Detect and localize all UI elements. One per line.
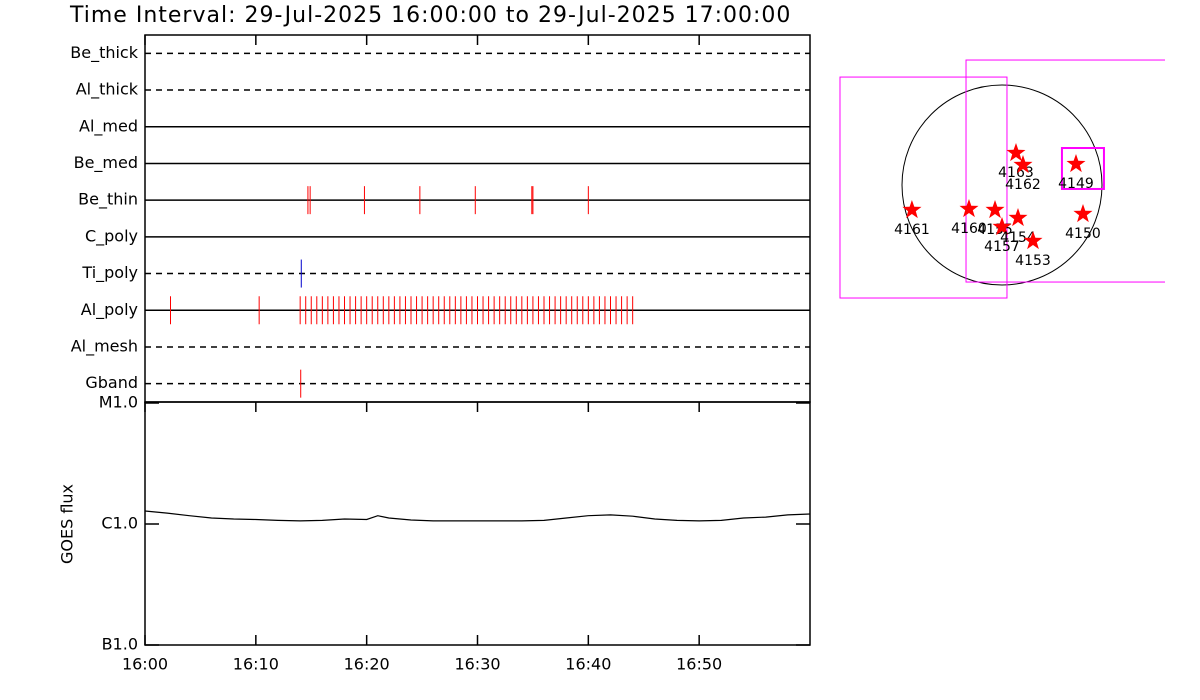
row-label: Be_thick bbox=[70, 43, 138, 63]
fov-box bbox=[839, 76, 1008, 299]
y-tick-label: M1.0 bbox=[99, 393, 138, 412]
row-label: Al_med bbox=[79, 116, 138, 136]
row-label: Ti_poly bbox=[81, 263, 138, 283]
region-star bbox=[1066, 154, 1086, 173]
row-label: Al_thick bbox=[76, 80, 139, 100]
region-label: 4153 bbox=[1015, 253, 1051, 269]
region-star bbox=[1023, 231, 1043, 250]
region-label: 4162 bbox=[1005, 177, 1041, 193]
region-label: 4149 bbox=[1058, 176, 1094, 192]
x-tick-label: 16:40 bbox=[565, 655, 611, 674]
region-label: 4150 bbox=[1065, 226, 1101, 242]
x-tick-label: 16:30 bbox=[454, 655, 500, 674]
y-tick-label: B1.0 bbox=[102, 635, 138, 654]
x-tick-label: 16:50 bbox=[676, 655, 722, 674]
fov-box bbox=[1060, 147, 1105, 190]
goes-panel bbox=[144, 401, 811, 646]
region-star bbox=[1008, 208, 1028, 227]
region-star bbox=[1006, 143, 1026, 162]
fov-box bbox=[965, 59, 1165, 283]
row-label: Al_poly bbox=[81, 300, 138, 320]
region-label: 4157 bbox=[984, 239, 1020, 255]
chart-title: Time Interval: 29-Jul-2025 16:00:00 to 2… bbox=[69, 3, 791, 28]
x-tick-label: 16:20 bbox=[344, 655, 390, 674]
region-star bbox=[959, 199, 979, 218]
goes-curve bbox=[144, 510, 811, 522]
region-label: 4154 bbox=[1000, 230, 1036, 246]
row-label: Be_med bbox=[74, 153, 138, 173]
region-label: 4160 bbox=[951, 221, 987, 237]
region-label: 4161 bbox=[894, 222, 930, 238]
region-star bbox=[985, 200, 1005, 219]
y-axis-label: GOES flux bbox=[58, 484, 77, 564]
row-label: Be_thin bbox=[78, 190, 138, 210]
x-tick-label: 16:00 bbox=[122, 655, 168, 674]
row-label: C_poly bbox=[85, 226, 138, 246]
region-star bbox=[992, 217, 1012, 236]
solar-disk bbox=[901, 84, 1103, 286]
region-star bbox=[1013, 155, 1033, 174]
row-label: Al_mesh bbox=[71, 336, 138, 356]
region-star bbox=[1073, 204, 1093, 223]
x-tick-label: 16:10 bbox=[233, 655, 279, 674]
region-star bbox=[902, 200, 922, 219]
y-tick-label: C1.0 bbox=[101, 514, 138, 533]
row-label: Gband bbox=[85, 373, 138, 392]
